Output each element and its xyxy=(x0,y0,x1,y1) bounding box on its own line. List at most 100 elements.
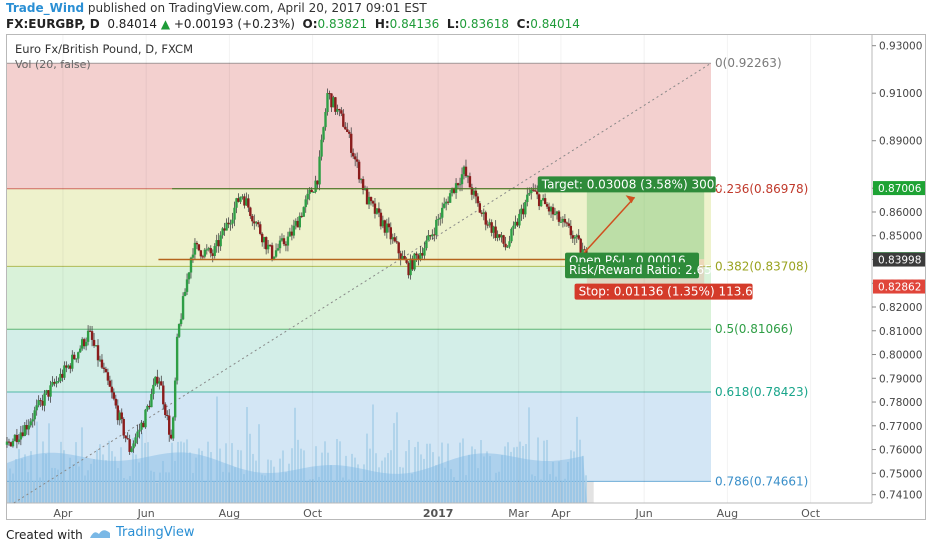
candle-body xyxy=(288,231,292,237)
candle-body xyxy=(409,258,412,276)
candle-body xyxy=(134,437,137,444)
volume-bar xyxy=(180,441,182,503)
candle-body xyxy=(122,419,125,436)
volume-bar xyxy=(165,472,167,503)
candle-body xyxy=(391,237,394,240)
candle-body xyxy=(136,431,139,438)
tradingview-brand[interactable]: TradingView xyxy=(88,525,195,540)
candle-body xyxy=(179,319,183,325)
candle-body xyxy=(452,187,456,193)
candle-body xyxy=(326,93,329,112)
volume-bar xyxy=(75,442,77,503)
candle-body xyxy=(225,222,228,231)
volume-bar xyxy=(24,454,26,503)
volume-bar xyxy=(330,465,332,503)
volume-bar xyxy=(582,455,584,503)
candle-body xyxy=(39,400,42,402)
candle-body xyxy=(294,220,298,226)
candle-body xyxy=(282,238,286,245)
candle-body xyxy=(164,404,167,416)
author-link[interactable]: Trade_Wind xyxy=(6,1,85,15)
candle-body xyxy=(397,242,400,254)
candle-body xyxy=(577,235,580,239)
candle-body xyxy=(431,234,434,237)
candle-body xyxy=(138,429,141,432)
candle-body xyxy=(389,227,392,240)
y-tick-label: 0.77000 xyxy=(879,421,922,433)
y-tick-label: 0.91000 xyxy=(879,88,922,100)
candle-body xyxy=(348,131,351,134)
volume-bar xyxy=(531,474,533,503)
candle-body xyxy=(233,207,236,220)
volume-bar xyxy=(459,442,461,503)
candle-body xyxy=(413,253,416,270)
candle-body xyxy=(417,255,420,260)
volume-bar xyxy=(246,407,248,503)
candle-body xyxy=(579,238,582,253)
candle-body xyxy=(144,409,147,428)
candle-body xyxy=(332,97,335,108)
volume-bar xyxy=(411,473,413,503)
y-tick-label: 0.80000 xyxy=(879,350,922,362)
volume-bar xyxy=(102,454,104,503)
candle-body xyxy=(510,228,513,242)
volume-bar xyxy=(414,447,416,503)
volume-histogram xyxy=(9,396,587,503)
volume-bar xyxy=(87,470,89,503)
volume-bar xyxy=(195,457,197,503)
risk-reward-label-bg xyxy=(565,262,700,279)
volume-bar xyxy=(354,457,356,503)
candle-body xyxy=(108,380,112,387)
candle-body xyxy=(508,241,511,247)
candle-body xyxy=(300,215,303,217)
volume-bar xyxy=(345,455,347,503)
candle-body xyxy=(21,432,25,437)
candle-body xyxy=(537,194,541,207)
volume-bar xyxy=(399,466,401,503)
volume-bar xyxy=(213,481,215,503)
y-tick-label: 0.85000 xyxy=(879,231,922,243)
volume-bar xyxy=(258,424,260,503)
candle-body xyxy=(247,198,250,208)
candle-body xyxy=(551,207,555,215)
candle-body xyxy=(377,208,381,213)
candle-body xyxy=(433,234,436,236)
candle-body xyxy=(114,398,118,406)
volume-bar xyxy=(159,472,161,503)
candle-body xyxy=(361,179,365,190)
candle-body xyxy=(45,390,48,394)
volume-bar xyxy=(444,467,446,503)
candle-body xyxy=(494,226,497,238)
volume-bar xyxy=(519,441,521,503)
volume-bar xyxy=(432,452,434,503)
candle-body xyxy=(276,248,280,251)
candle-body xyxy=(209,248,212,254)
candle-body xyxy=(379,212,383,227)
volume-bar xyxy=(141,432,143,503)
candle-body xyxy=(106,372,110,381)
candle-body xyxy=(55,381,58,384)
candle-body xyxy=(249,207,252,217)
candle-body xyxy=(65,365,68,368)
volume-bar xyxy=(312,479,314,503)
volume-bar xyxy=(552,461,554,503)
volume-bar xyxy=(54,468,56,503)
volume-bar xyxy=(303,450,305,503)
candle-body xyxy=(17,439,21,443)
candle-body xyxy=(245,198,248,206)
candle-body xyxy=(69,365,72,369)
candle-body xyxy=(504,243,507,248)
candle-body xyxy=(500,235,503,238)
candle-body xyxy=(142,422,145,428)
volume-bar xyxy=(408,440,410,503)
candle-body xyxy=(304,199,307,208)
candle-body xyxy=(367,196,371,205)
candle-body xyxy=(534,190,537,192)
candle-body xyxy=(130,448,133,452)
volume-bar xyxy=(216,396,218,503)
volume-bar xyxy=(297,439,299,503)
candle-body xyxy=(506,246,509,248)
volume-bar xyxy=(483,456,485,503)
fib-trend-line xyxy=(13,62,712,504)
